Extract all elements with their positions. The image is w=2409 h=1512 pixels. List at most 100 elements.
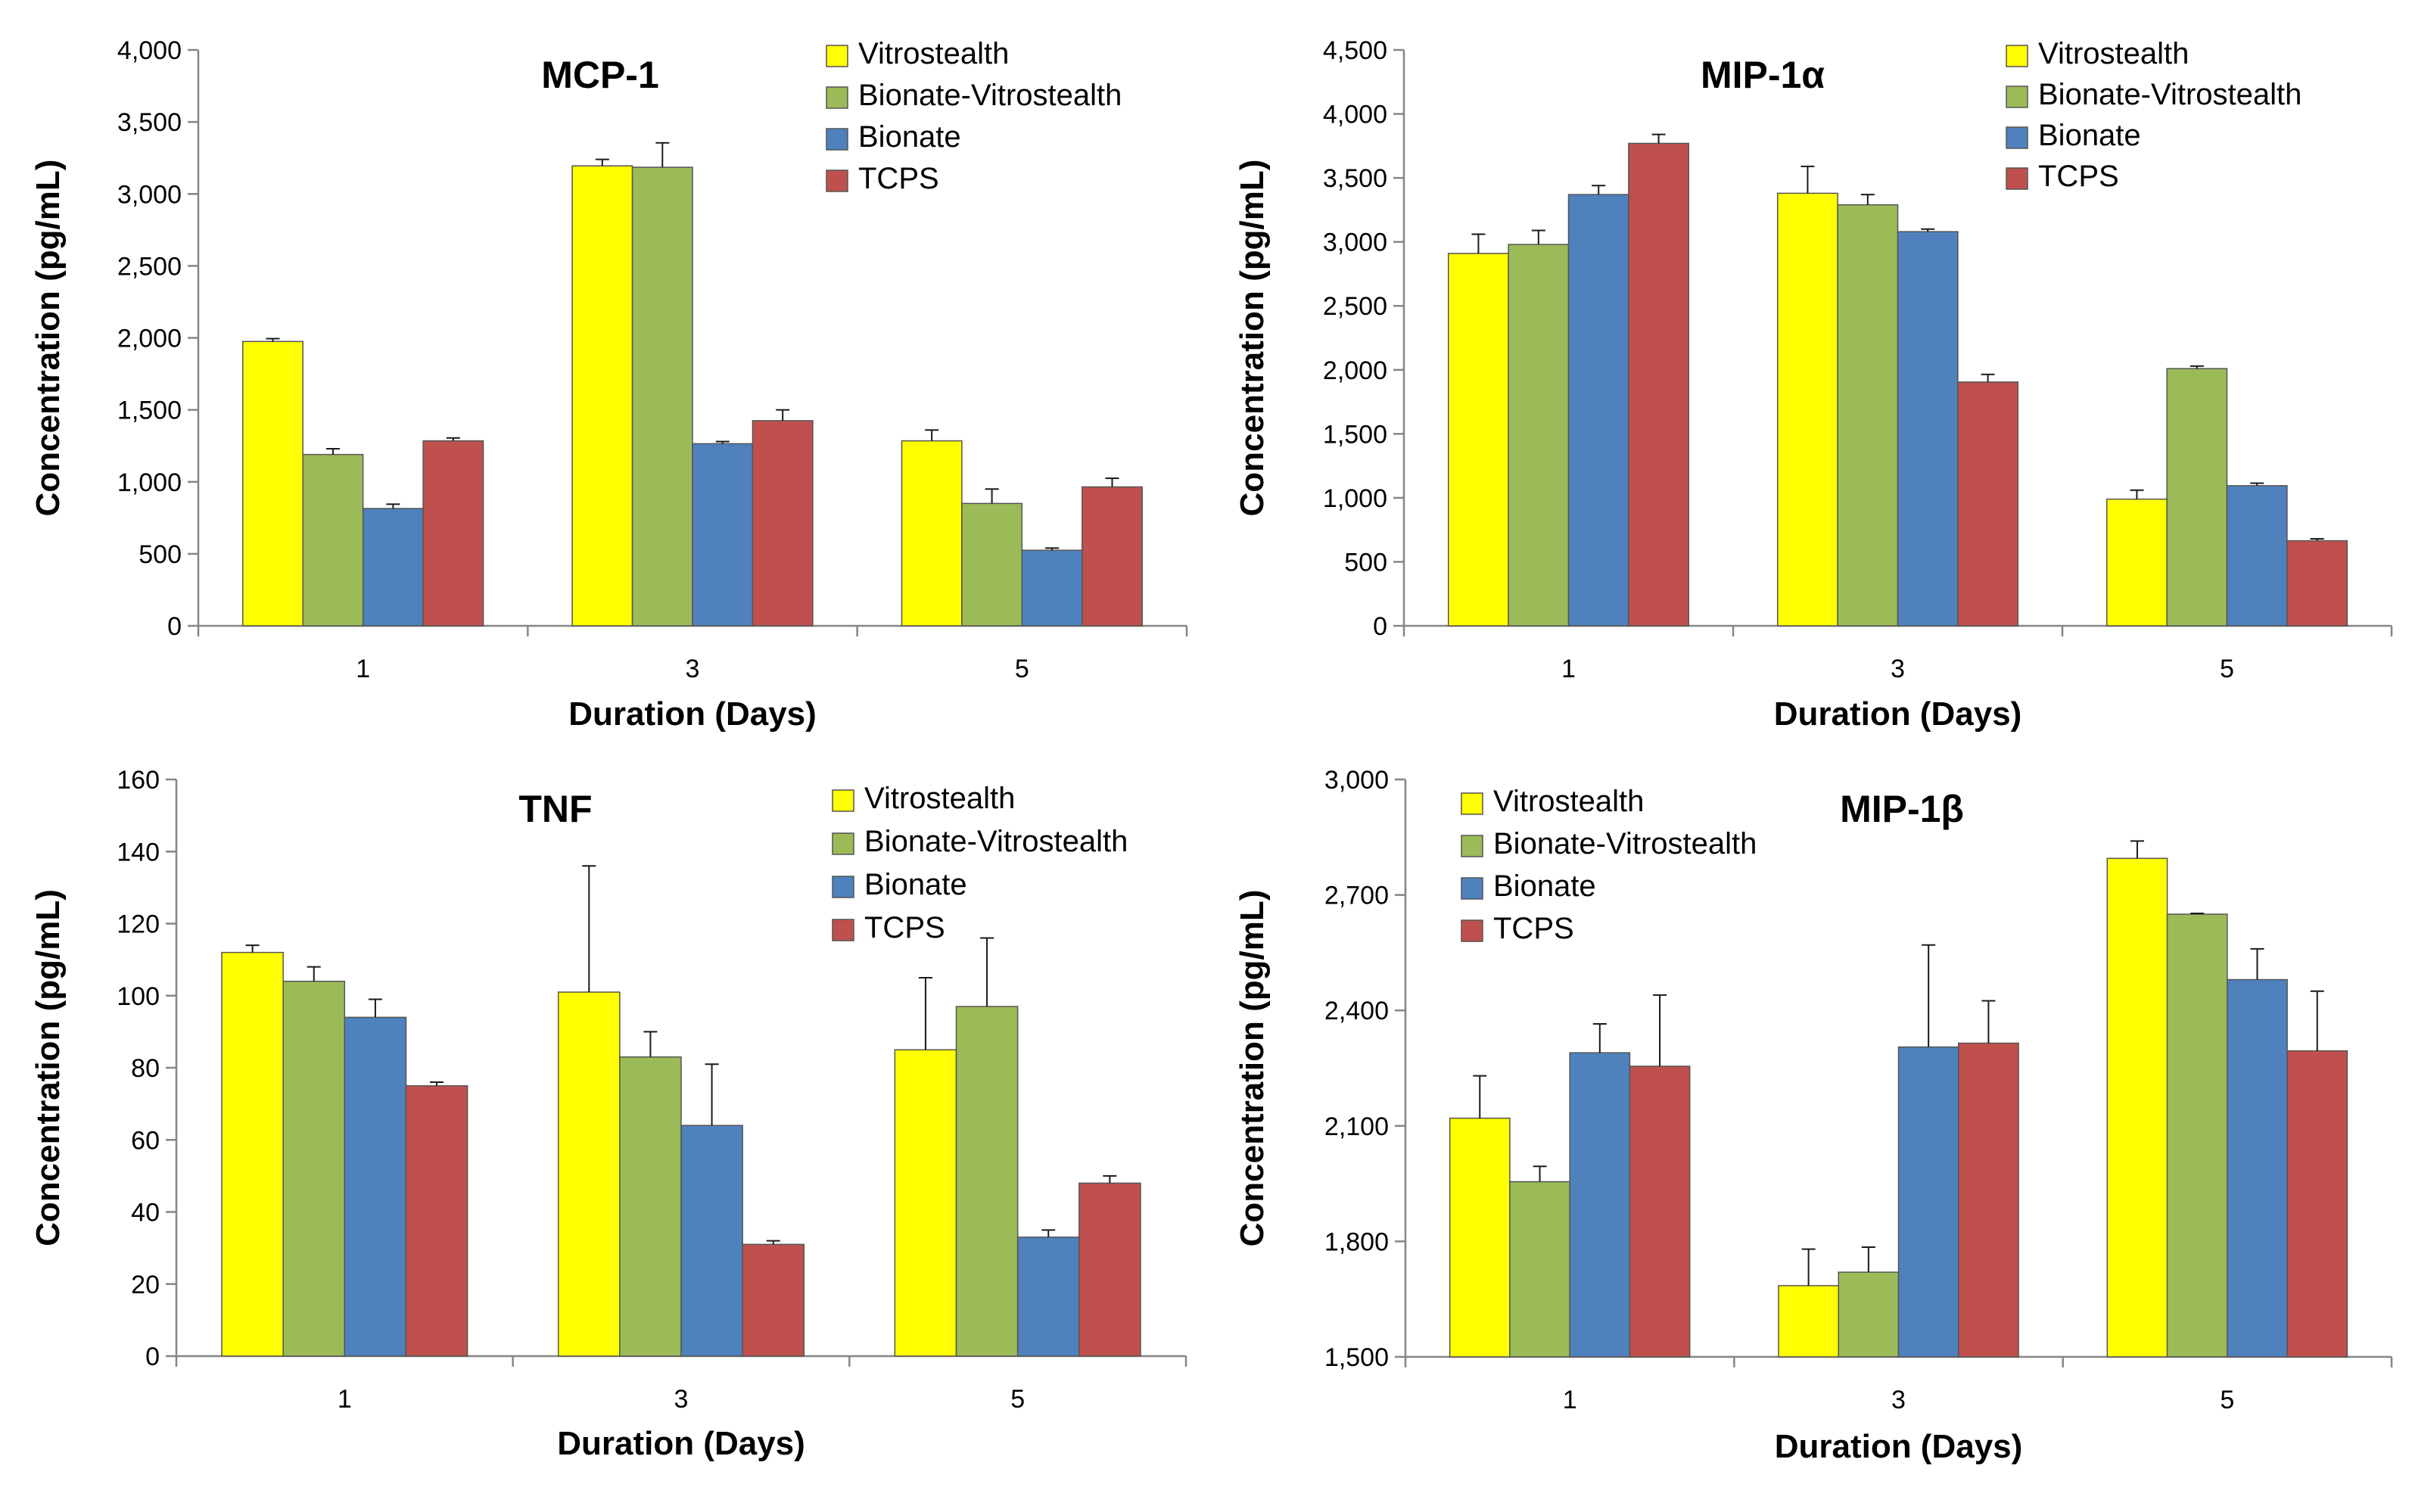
bar-bionate-vitrostealth-day-1 — [1508, 244, 1570, 627]
legend-swatch-bionate-vitrostealth — [2006, 86, 2028, 108]
chart-mip1a: 0 500 1,000 1,500 2,000 2,500 3,000 3,500 4,000 4… — [1234, 36, 2393, 733]
legend-label-bionate-vitrostealth: Bionate-Vitrostealth — [864, 825, 1128, 858]
legend-label-tcps: TCPS — [858, 162, 939, 195]
y-tick-label: 0 — [1373, 612, 1387, 641]
y-tick-label: 0 — [167, 612, 182, 641]
legend-swatch-tcps — [1461, 919, 1483, 942]
chart-title: MIP-1β — [1840, 788, 1964, 830]
x-tick-label: 3 — [1891, 655, 1905, 683]
bar-tcps-day-5 — [2286, 540, 2348, 627]
x-tick-label: 3 — [686, 655, 700, 683]
bar-bionate-vitrostealth-day-1 — [282, 980, 346, 1357]
legend-swatch-vitrostealth — [832, 789, 854, 812]
legend-swatch-vitrostealth — [2006, 45, 2028, 67]
chart-mcp1: 0 500 1,000 1,500 2,000 2,500 3,000 3,500 4,000 1… — [30, 36, 1188, 733]
bar-bionate-vitrostealth-day-5 — [955, 1006, 1019, 1357]
bar-bionate-day-5 — [1021, 549, 1083, 627]
bar-vitrostealth-day-5 — [894, 1049, 957, 1357]
y-tick-label: 4,000 — [117, 36, 182, 65]
x-tick-label: 5 — [1010, 1385, 1025, 1414]
chart-title: MCP-1 — [541, 54, 659, 96]
bar-vitrostealth-day-3 — [1776, 192, 1838, 627]
legend-label-tcps: TCPS — [2038, 160, 2119, 193]
chart-panel-mip1b: 1,500 1,800 2,100 2,400 2,700 3,000 1 3 5 MIP-1β V… — [1204, 755, 2409, 1512]
x-tick-label: 1 — [1563, 1386, 1577, 1414]
x-axis-label: Duration (Days) — [568, 695, 817, 733]
y-tick-label: 1,000 — [117, 468, 182, 497]
y-tick-label: 3,500 — [117, 108, 182, 137]
x-tick-label: 1 — [356, 655, 370, 683]
x-tick-label: 5 — [2220, 1386, 2234, 1414]
bar-bionate-day-1 — [362, 508, 424, 627]
y-tick-label: 2,500 — [1323, 292, 1387, 321]
y-tick-label: 1,000 — [1323, 484, 1387, 513]
y-tick-label: 4,500 — [1323, 36, 1387, 65]
y-tick-label: 500 — [139, 540, 182, 569]
bar-tcps-day-5 — [1078, 1182, 1141, 1357]
y-tick-label: 140 — [117, 838, 160, 866]
legend-swatch-tcps — [826, 170, 848, 192]
legend-swatch-bionate-vitrostealth — [1461, 835, 1483, 857]
legend-label-vitrostealth: Vitrostealth — [1493, 785, 1644, 818]
legend-swatch-bionate — [832, 876, 854, 898]
legend-label-tcps: TCPS — [864, 911, 945, 944]
bar-bionate-day-3 — [692, 443, 754, 627]
legend-label-bionate-vitrostealth: Bionate-Vitrostealth — [1493, 827, 1757, 860]
x-axis-label: Duration (Days) — [557, 1425, 805, 1462]
bar-bionate-day-3 — [1897, 1046, 1959, 1358]
legend-swatch-bionate — [1461, 877, 1483, 900]
legend-label-vitrostealth: Vitrostealth — [858, 37, 1009, 70]
bar-tcps-day-1 — [422, 440, 484, 627]
legend-label-bionate: Bionate — [2038, 119, 2141, 152]
y-tick-label: 2,400 — [1324, 997, 1389, 1025]
bar-vitrostealth-day-3 — [1778, 1285, 1839, 1358]
bar-bionate-vitrostealth-day-5 — [2166, 913, 2228, 1358]
y-tick-label: 80 — [131, 1054, 160, 1083]
y-tick-label: 3,000 — [1323, 229, 1387, 257]
chart-title: TNF — [518, 788, 592, 830]
legend-label-vitrostealth: Vitrostealth — [864, 782, 1015, 815]
bar-tcps-day-3 — [1957, 381, 2019, 627]
legend-swatch-bionate — [826, 128, 848, 151]
y-tick-label: 1,500 — [117, 397, 182, 425]
bar-tcps-day-1 — [405, 1085, 468, 1357]
bar-bionate-vitrostealth-day-3 — [631, 166, 693, 627]
y-tick-label: 2,700 — [1324, 882, 1389, 910]
y-tick-label: 3,000 — [117, 180, 182, 209]
bar-tcps-day-3 — [752, 420, 814, 627]
y-tick-label: 2,000 — [1323, 356, 1387, 385]
chart-tnf: 0 20 40 60 80 100 120 140 160 1 3 5 TNF Vitrostealth B… — [30, 766, 1187, 1462]
bar-bionate-day-5 — [2226, 485, 2288, 627]
y-tick-label: 100 — [117, 982, 160, 1011]
y-tick-label: 1,500 — [1324, 1343, 1389, 1372]
bar-bionate-vitrostealth-day-3 — [619, 1056, 682, 1357]
y-axis-label: Concentration (pg/mL) — [30, 160, 67, 517]
y-tick-label: 2,100 — [1324, 1112, 1389, 1141]
bar-tcps-day-1 — [1629, 1066, 1691, 1358]
bar-vitrostealth-day-1 — [221, 951, 284, 1357]
bar-tcps-day-3 — [742, 1243, 805, 1357]
y-axis-label: Concentration (pg/mL) — [30, 889, 67, 1246]
bar-bionate-day-1 — [344, 1016, 407, 1357]
legend-label-bionate: Bionate — [858, 120, 961, 154]
bar-vitrostealth-day-1 — [1449, 1117, 1511, 1358]
x-tick-label: 1 — [1561, 655, 1576, 683]
y-tick-label: 1,500 — [1323, 420, 1387, 449]
y-tick-label: 2,500 — [117, 252, 182, 281]
legend-swatch-tcps — [2006, 167, 2028, 190]
bar-bionate-day-3 — [680, 1125, 743, 1357]
bar-bionate-day-3 — [1897, 231, 1959, 627]
chart-mip1b: 1,500 1,800 2,100 2,400 2,700 3,000 1 3 5 MIP-1β V… — [1234, 766, 2393, 1465]
legend-swatch-vitrostealth — [1461, 792, 1483, 815]
bar-tcps-day-1 — [1628, 142, 1690, 627]
x-axis-label: Duration (Days) — [1774, 695, 2022, 733]
bar-vitrostealth-day-5 — [901, 440, 963, 627]
bar-bionate-vitrostealth-day-5 — [2166, 368, 2228, 627]
bar-bionate-vitrostealth-day-1 — [1509, 1181, 1570, 1358]
legend-label-bionate: Bionate — [864, 868, 967, 901]
legend-label-bionate: Bionate — [1493, 870, 1596, 903]
x-axis-label: Duration (Days) — [1775, 1428, 2023, 1465]
bar-vitrostealth-day-3 — [557, 991, 621, 1357]
legend-swatch-vitrostealth — [826, 45, 848, 67]
